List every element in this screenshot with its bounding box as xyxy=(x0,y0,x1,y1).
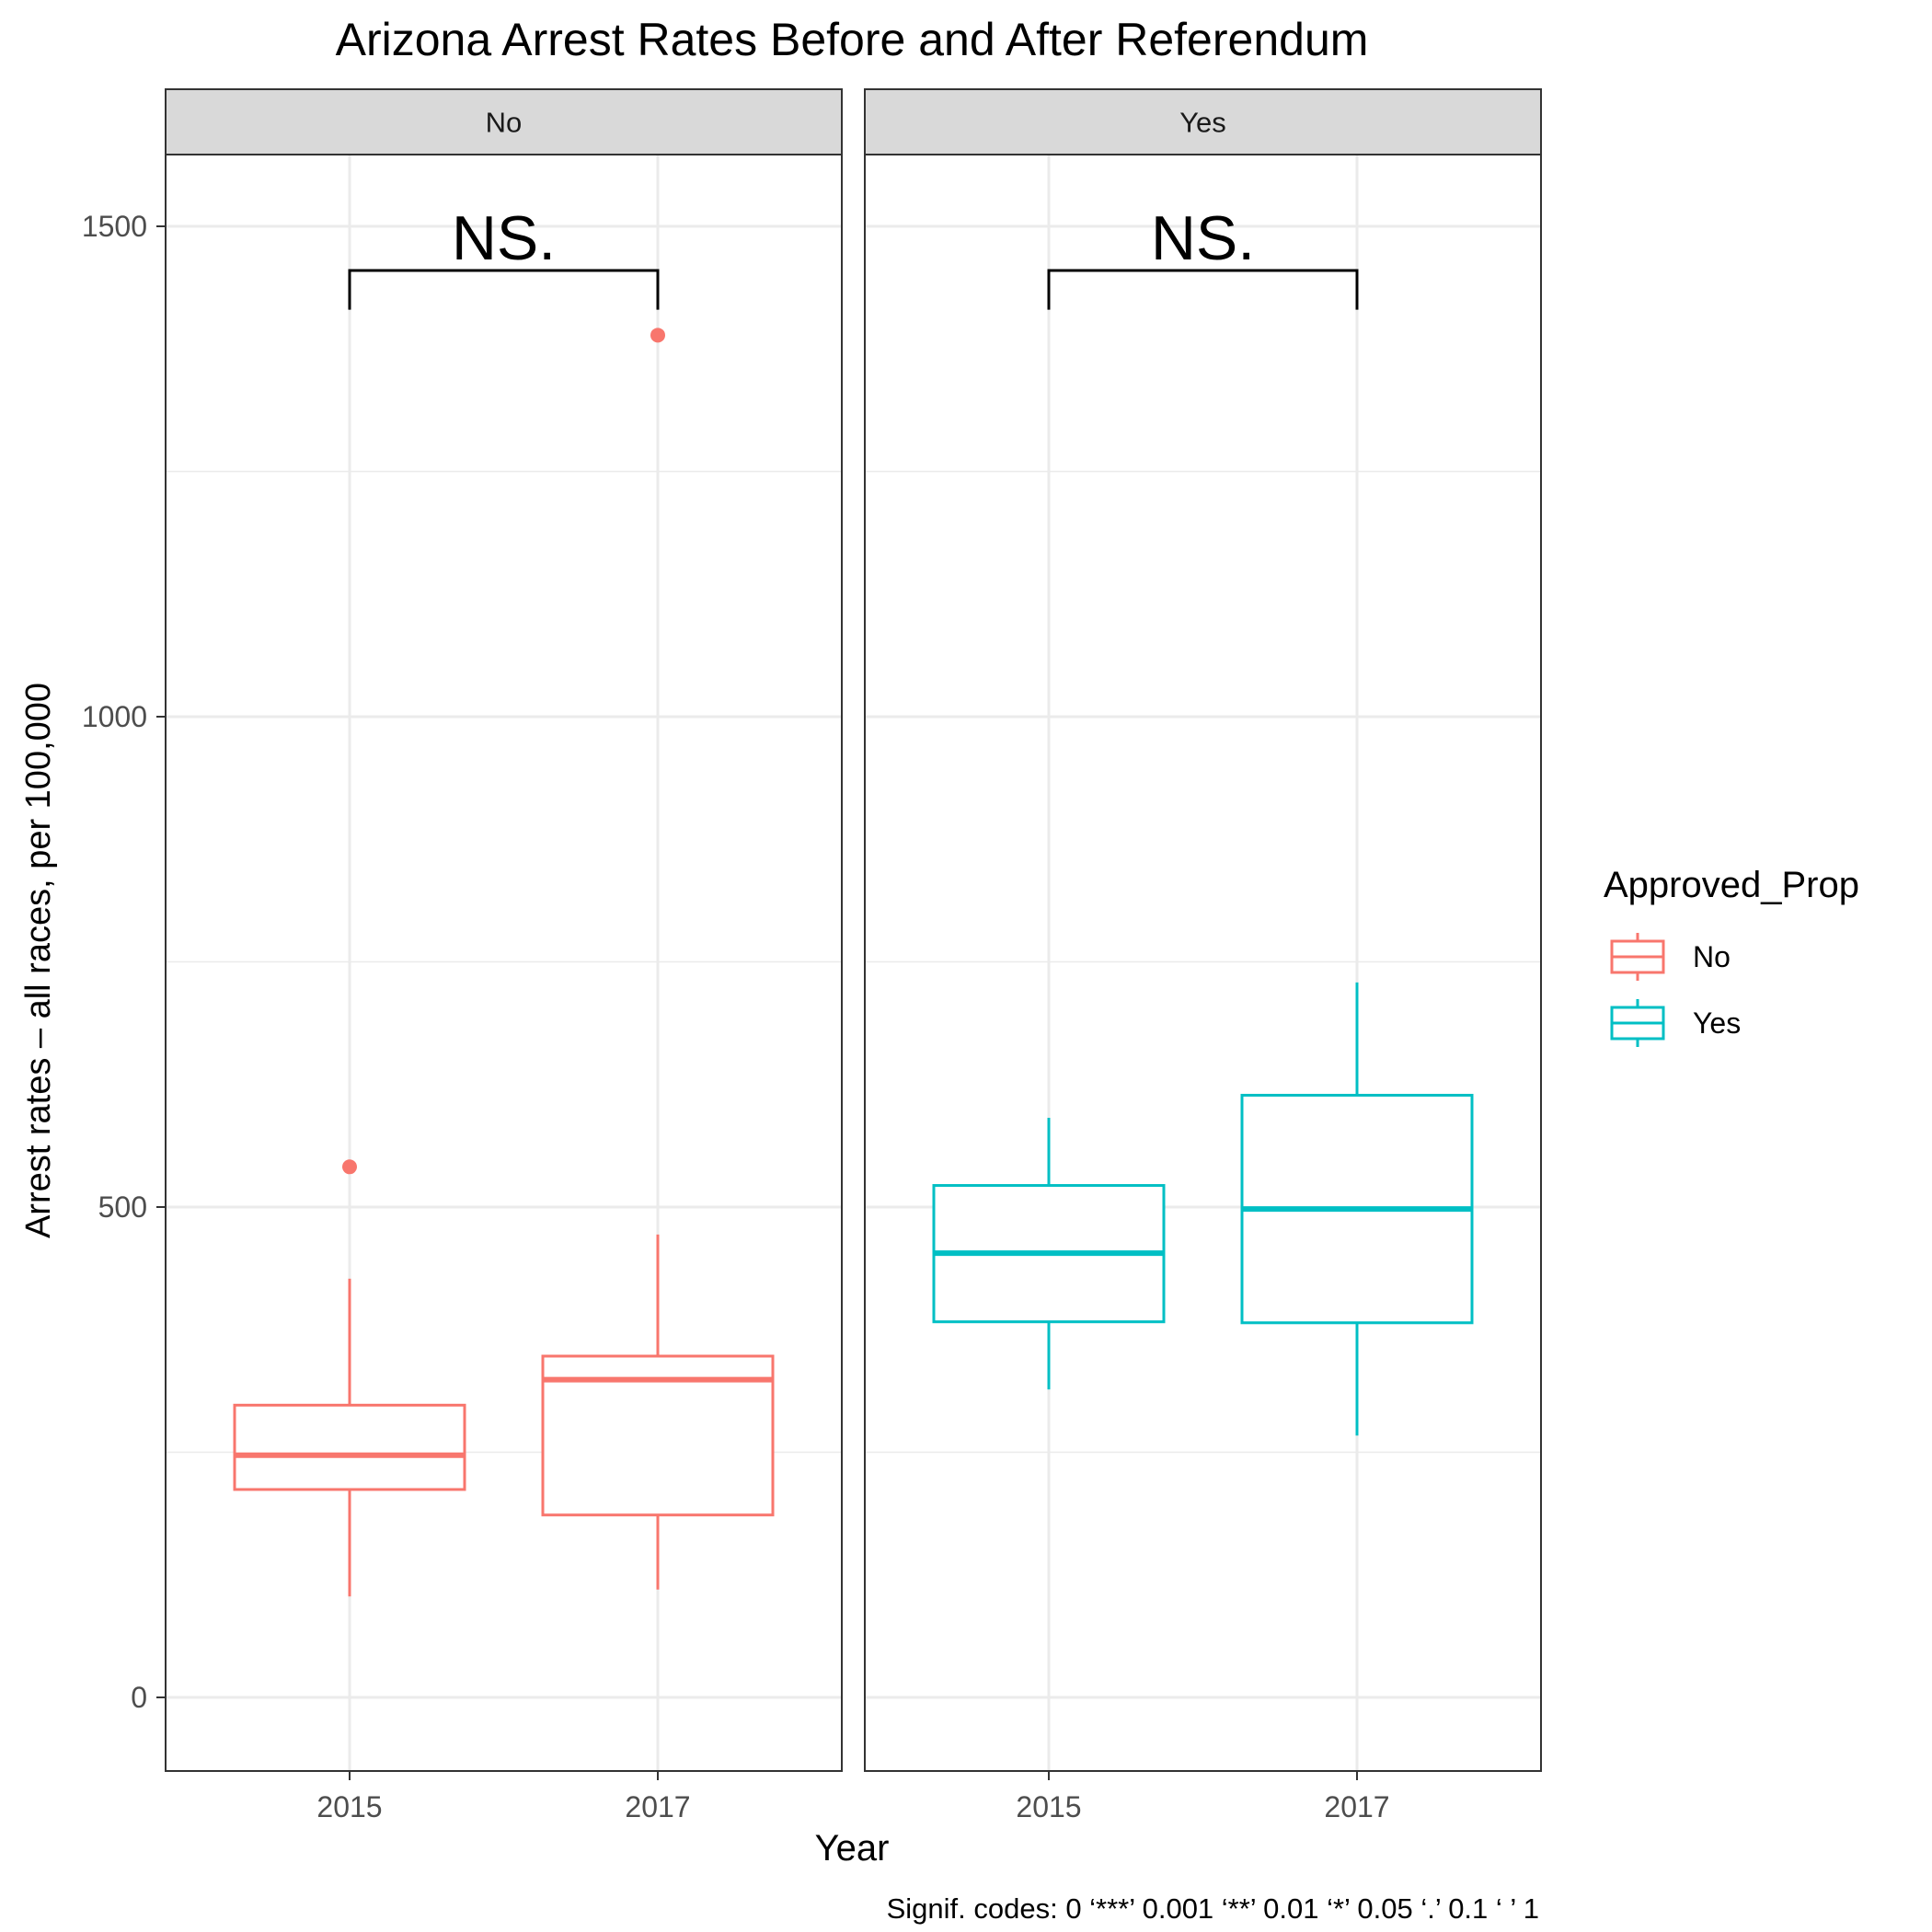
facet-panels: NS. No 2015 2017 NS. Yes 2015 2017 xyxy=(165,88,1542,1823)
legend-key-no xyxy=(1610,933,1665,981)
y-axis: 0 500 1000 1500 xyxy=(82,210,166,1714)
box xyxy=(541,1354,775,1517)
y-tick-label: 0 xyxy=(131,1681,147,1714)
x-tick-label: 2017 xyxy=(1324,1790,1389,1823)
legend-label: Yes xyxy=(1693,1006,1741,1040)
significance-label: NS. xyxy=(1151,203,1255,273)
significance-bracket xyxy=(348,269,660,310)
x-axis-label: Year xyxy=(815,1828,890,1869)
panel-background xyxy=(166,155,842,1771)
facet-strip xyxy=(165,88,843,155)
significance-bracket xyxy=(1047,269,1359,310)
box xyxy=(233,1403,466,1491)
facet-strip-label: No xyxy=(486,107,523,139)
boxplot-2015 xyxy=(233,1159,466,1597)
outlier-point xyxy=(650,328,665,343)
x-tick-label: 2017 xyxy=(625,1790,690,1823)
chart-title: Arizona Arrest Rates Before and After Re… xyxy=(336,14,1369,65)
legend-label: No xyxy=(1693,940,1731,973)
boxplot-2017 xyxy=(1240,982,1474,1436)
boxplot-2015 xyxy=(932,1117,1166,1390)
x-tick-label: 2015 xyxy=(316,1790,382,1823)
y-tick-label: 1000 xyxy=(82,700,147,733)
facet-panel-yes: NS. Yes 2015 2017 xyxy=(864,88,1542,1823)
y-axis-label: Arrest rates – all races, per 100,000 xyxy=(19,683,58,1238)
y-tick-label: 1500 xyxy=(82,210,147,243)
panel-background xyxy=(865,155,1541,1771)
legend: Approved_Prop No Yes xyxy=(1604,865,1859,1047)
facet-panel-no: NS. No 2015 2017 xyxy=(165,88,843,1823)
boxplot-2017 xyxy=(541,328,775,1590)
facet-strip xyxy=(864,88,1542,155)
significance-label: NS. xyxy=(452,203,556,273)
outlier-point xyxy=(342,1159,357,1175)
legend-title: Approved_Prop xyxy=(1604,865,1859,905)
facet-strip-label: Yes xyxy=(1179,107,1226,139)
y-tick-label: 500 xyxy=(98,1190,147,1224)
legend-key-yes xyxy=(1610,999,1665,1047)
x-tick-label: 2015 xyxy=(1016,1790,1081,1823)
signif-codes-footnote: Signif. codes: 0 ‘***’ 0.001 ‘**’ 0.01 ‘… xyxy=(887,1892,1539,1925)
